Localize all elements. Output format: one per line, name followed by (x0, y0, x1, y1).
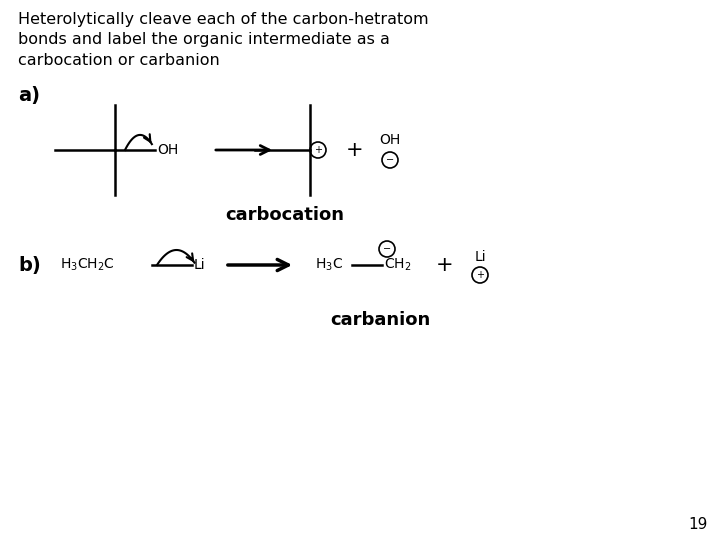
Text: +: + (314, 145, 322, 155)
Text: +: + (476, 270, 484, 280)
Text: Li: Li (194, 258, 206, 272)
Text: b): b) (18, 255, 41, 274)
Text: H$_3$CH$_2$C: H$_3$CH$_2$C (60, 257, 115, 273)
Text: carbanion: carbanion (330, 311, 430, 329)
Text: H$_3$C: H$_3$C (315, 257, 343, 273)
Text: carbocation: carbocation (225, 206, 344, 224)
Text: Heterolytically cleave each of the carbon-hetratom
bonds and label the organic i: Heterolytically cleave each of the carbo… (18, 12, 428, 68)
Text: +: + (436, 255, 454, 275)
Text: −: − (386, 155, 394, 165)
Text: CH$_2$: CH$_2$ (384, 257, 412, 273)
Text: OH: OH (157, 143, 179, 157)
Text: OH: OH (379, 133, 400, 147)
Text: a): a) (18, 85, 40, 105)
Text: Li: Li (474, 250, 486, 264)
Text: 19: 19 (688, 517, 708, 532)
Text: −: − (383, 244, 391, 254)
Text: +: + (346, 140, 364, 160)
